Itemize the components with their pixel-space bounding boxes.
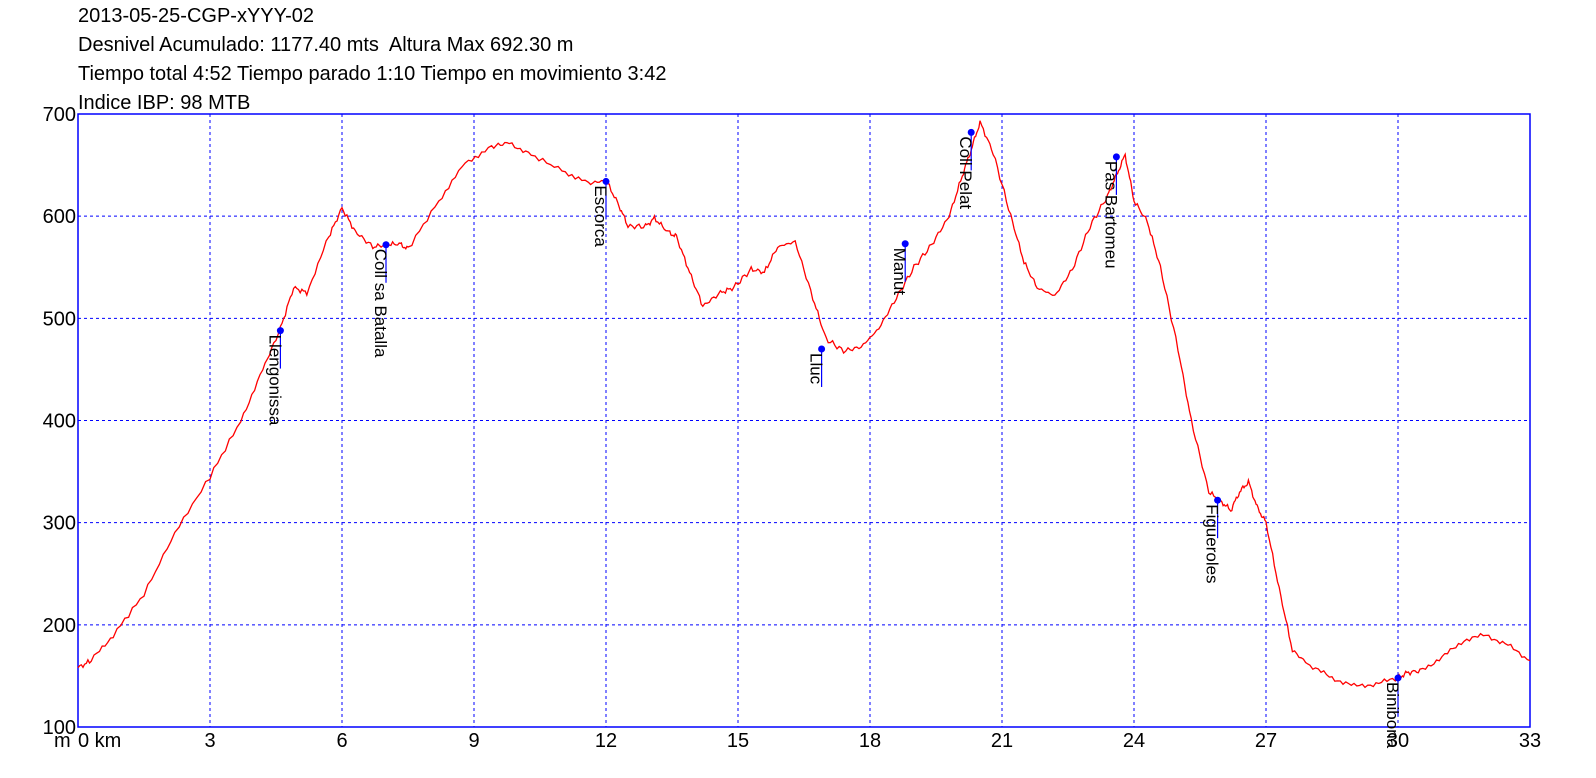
waypoint-marker (1214, 496, 1222, 504)
y-tick-label: 500 (43, 308, 76, 330)
x-tick-label: 24 (1123, 730, 1145, 752)
waypoint-marker (967, 128, 975, 136)
y-tick-label: 700 (43, 104, 76, 126)
x-tick-label: 12 (595, 730, 617, 752)
waypoint-marker (276, 327, 284, 335)
waypoint-label: Lluc (807, 353, 826, 385)
waypoint-label: Escorca (591, 185, 610, 247)
waypoint-marker (901, 240, 909, 248)
waypoint-label: Llengonissa (265, 335, 284, 426)
x-tick-label: 33 (1519, 730, 1541, 752)
y-tick-label: 200 (43, 615, 76, 637)
x-tick-label: 6 (336, 730, 347, 752)
elevation-line (77, 120, 1531, 689)
y-tick-label: 400 (43, 411, 76, 433)
x-tick-label: 18 (859, 730, 881, 752)
x-tick-label: 9 (468, 730, 479, 752)
x-tick-label: 15 (727, 730, 749, 752)
x-tick-label: 0 km (78, 730, 121, 752)
y-tick-label: 600 (43, 206, 76, 228)
ibp-index: Indice IBP: 98 MTB (78, 92, 251, 114)
y-tick-label: 300 (43, 513, 76, 535)
chart-title: 2013-05-25-CGP-xYYY-02 (78, 5, 315, 27)
x-axis-prefix: m (54, 730, 71, 752)
waypoint-marker (818, 345, 826, 353)
x-tick-label: 3 (204, 730, 215, 752)
y-tick-label: 100 (43, 717, 76, 739)
waypoint-label: Manut (890, 248, 909, 296)
waypoint-marker (1394, 674, 1402, 682)
chart-header: 2013-05-25-CGP-xYYY-02 Desnivel Acumulad… (78, 2, 667, 118)
waypoint-label: Figueroles (1203, 504, 1222, 583)
waypoint-label: Pas Bartomeu (1101, 161, 1120, 269)
waypoint-label: Binibona (1383, 682, 1402, 749)
waypoint-marker (602, 177, 610, 185)
waypoint-label: Coll Pelat (956, 136, 975, 209)
plot-frame (77, 113, 1531, 728)
x-tick-label: 21 (991, 730, 1013, 752)
elevation-summary: Desnivel Acumulado: 1177.40 mts Altura M… (78, 34, 574, 56)
waypoint-marker (382, 241, 390, 249)
waypoint-label: Coll sa Batalla (371, 249, 390, 358)
waypoint-marker (1112, 153, 1120, 161)
x-tick-label: 30 (1387, 730, 1409, 752)
x-tick-label: 27 (1255, 730, 1277, 752)
time-summary: Tiempo total 4:52 Tiempo parado 1:10 Tie… (78, 63, 667, 85)
